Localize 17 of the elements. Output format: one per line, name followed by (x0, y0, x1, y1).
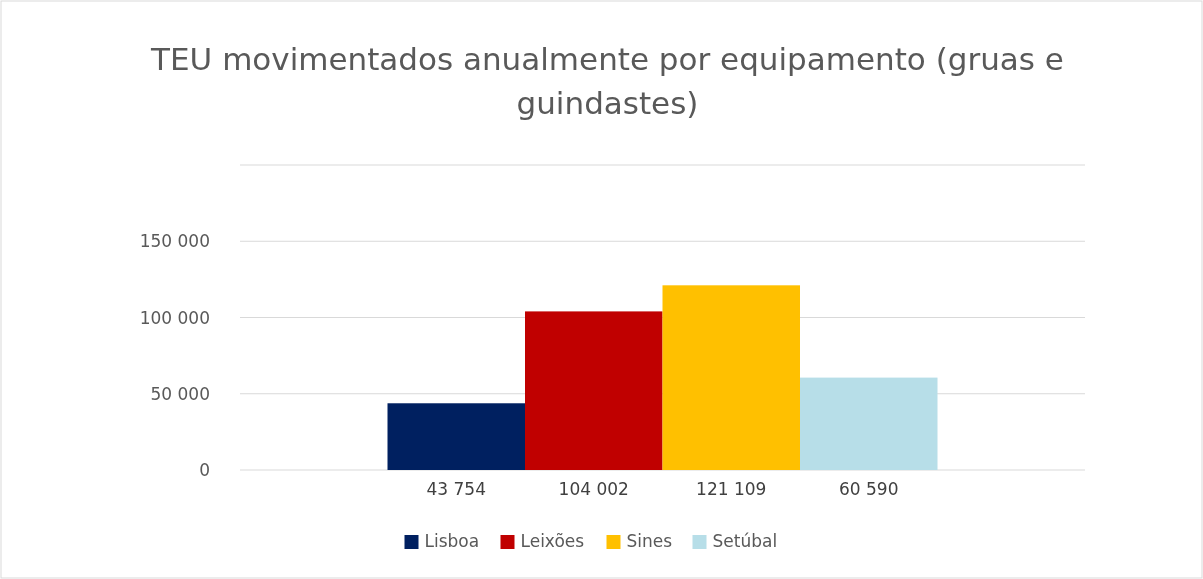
data-label: 43 754 (426, 479, 486, 499)
bar (662, 285, 800, 470)
bar (387, 403, 525, 470)
y-tick-label: 50 000 (150, 383, 210, 404)
data-label: 60 590 (839, 479, 899, 499)
legend-label: Sines (626, 531, 673, 551)
legend-label: Leixões (520, 531, 585, 551)
y-tick-label: 150 000 (139, 231, 210, 252)
bar (525, 311, 663, 470)
y-tick-label: 0 (199, 460, 210, 480)
y-tick-label: 100 000 (139, 307, 210, 328)
data-label: 121 109 (696, 479, 767, 499)
legend-label: Lisboa (424, 531, 480, 551)
bar (800, 377, 938, 470)
chart-title: TEU movimentados anualmente por equipamento (gruas e guindastes) (150, 41, 1064, 121)
legend-label: Setúbal (712, 531, 778, 551)
data-label: 104 002 (558, 479, 629, 499)
